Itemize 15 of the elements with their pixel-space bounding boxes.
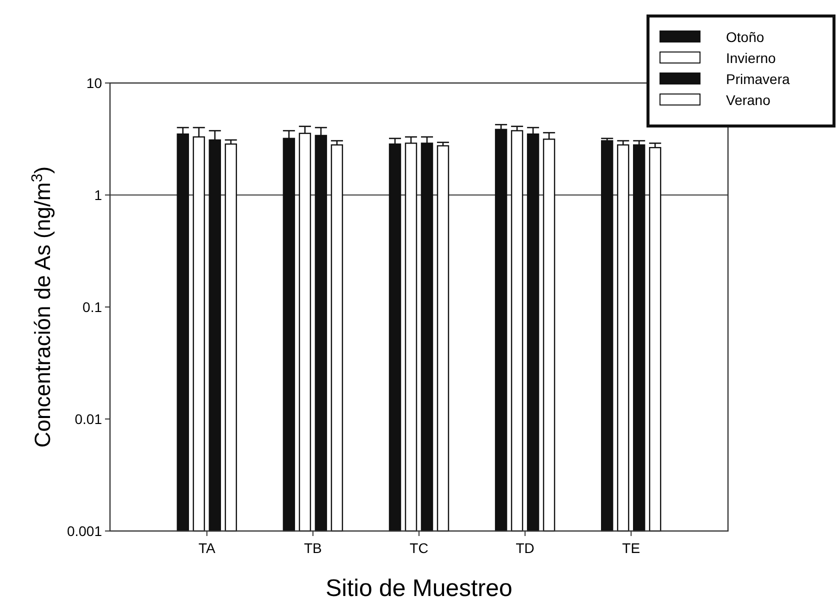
y-tick-label: 0.01: [74, 410, 102, 427]
x-tick-label: TA: [198, 540, 216, 556]
y-tick-label: 1: [94, 186, 102, 203]
x-axis-title: Sitio de Muestreo: [326, 575, 512, 602]
legend-label: Verano: [726, 92, 771, 108]
x-tick-label: TC: [410, 540, 428, 556]
y-tick-label: 10: [86, 74, 102, 91]
x-tick-label: TE: [622, 540, 640, 556]
legend-label: Primavera: [726, 70, 790, 87]
x-tick-label: TB: [304, 540, 322, 556]
legend-label: Invierno: [726, 50, 776, 66]
legend-label: Otoño: [726, 28, 764, 45]
y-tick-label: 0.1: [82, 298, 102, 315]
y-tick-label: 0.001: [66, 522, 102, 539]
x-tick-label: TD: [516, 540, 534, 556]
